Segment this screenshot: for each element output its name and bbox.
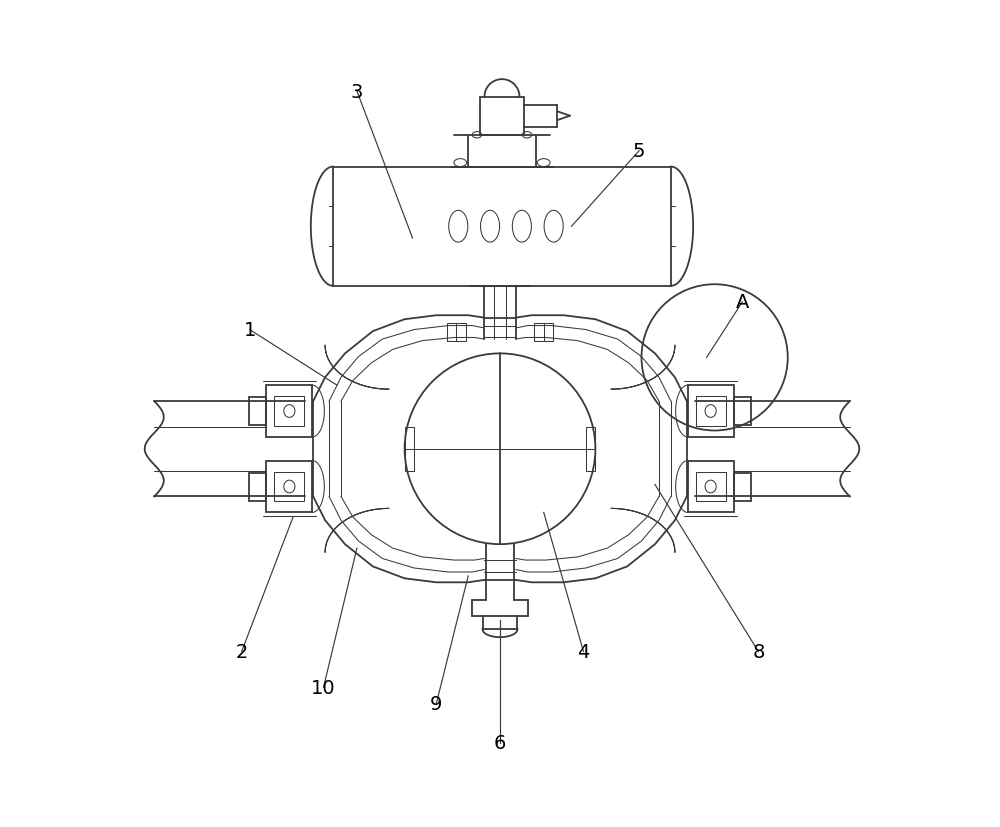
Text: 10: 10 bbox=[311, 678, 336, 697]
Bar bbox=[274, 397, 304, 426]
Bar bbox=[266, 385, 312, 437]
Bar bbox=[586, 427, 595, 471]
Text: 1: 1 bbox=[243, 321, 256, 340]
Bar bbox=[734, 398, 751, 426]
Bar bbox=[696, 397, 726, 426]
Bar bbox=[405, 427, 414, 471]
Text: 5: 5 bbox=[633, 142, 645, 161]
Bar bbox=[249, 473, 266, 501]
Bar bbox=[534, 324, 553, 342]
Bar bbox=[480, 98, 524, 136]
Text: 6: 6 bbox=[494, 734, 506, 753]
Text: 8: 8 bbox=[752, 643, 765, 661]
Bar bbox=[734, 473, 751, 501]
Bar bbox=[249, 398, 266, 426]
Text: A: A bbox=[736, 293, 749, 312]
Text: 2: 2 bbox=[235, 643, 248, 661]
Bar bbox=[688, 385, 734, 437]
Bar bbox=[688, 461, 734, 513]
Text: 4: 4 bbox=[577, 643, 590, 661]
Text: 3: 3 bbox=[351, 83, 363, 102]
Bar bbox=[266, 461, 312, 513]
Text: 9: 9 bbox=[430, 694, 443, 713]
Bar bbox=[447, 324, 466, 342]
Bar bbox=[696, 472, 726, 502]
Bar bbox=[274, 472, 304, 502]
Bar bbox=[333, 167, 671, 286]
